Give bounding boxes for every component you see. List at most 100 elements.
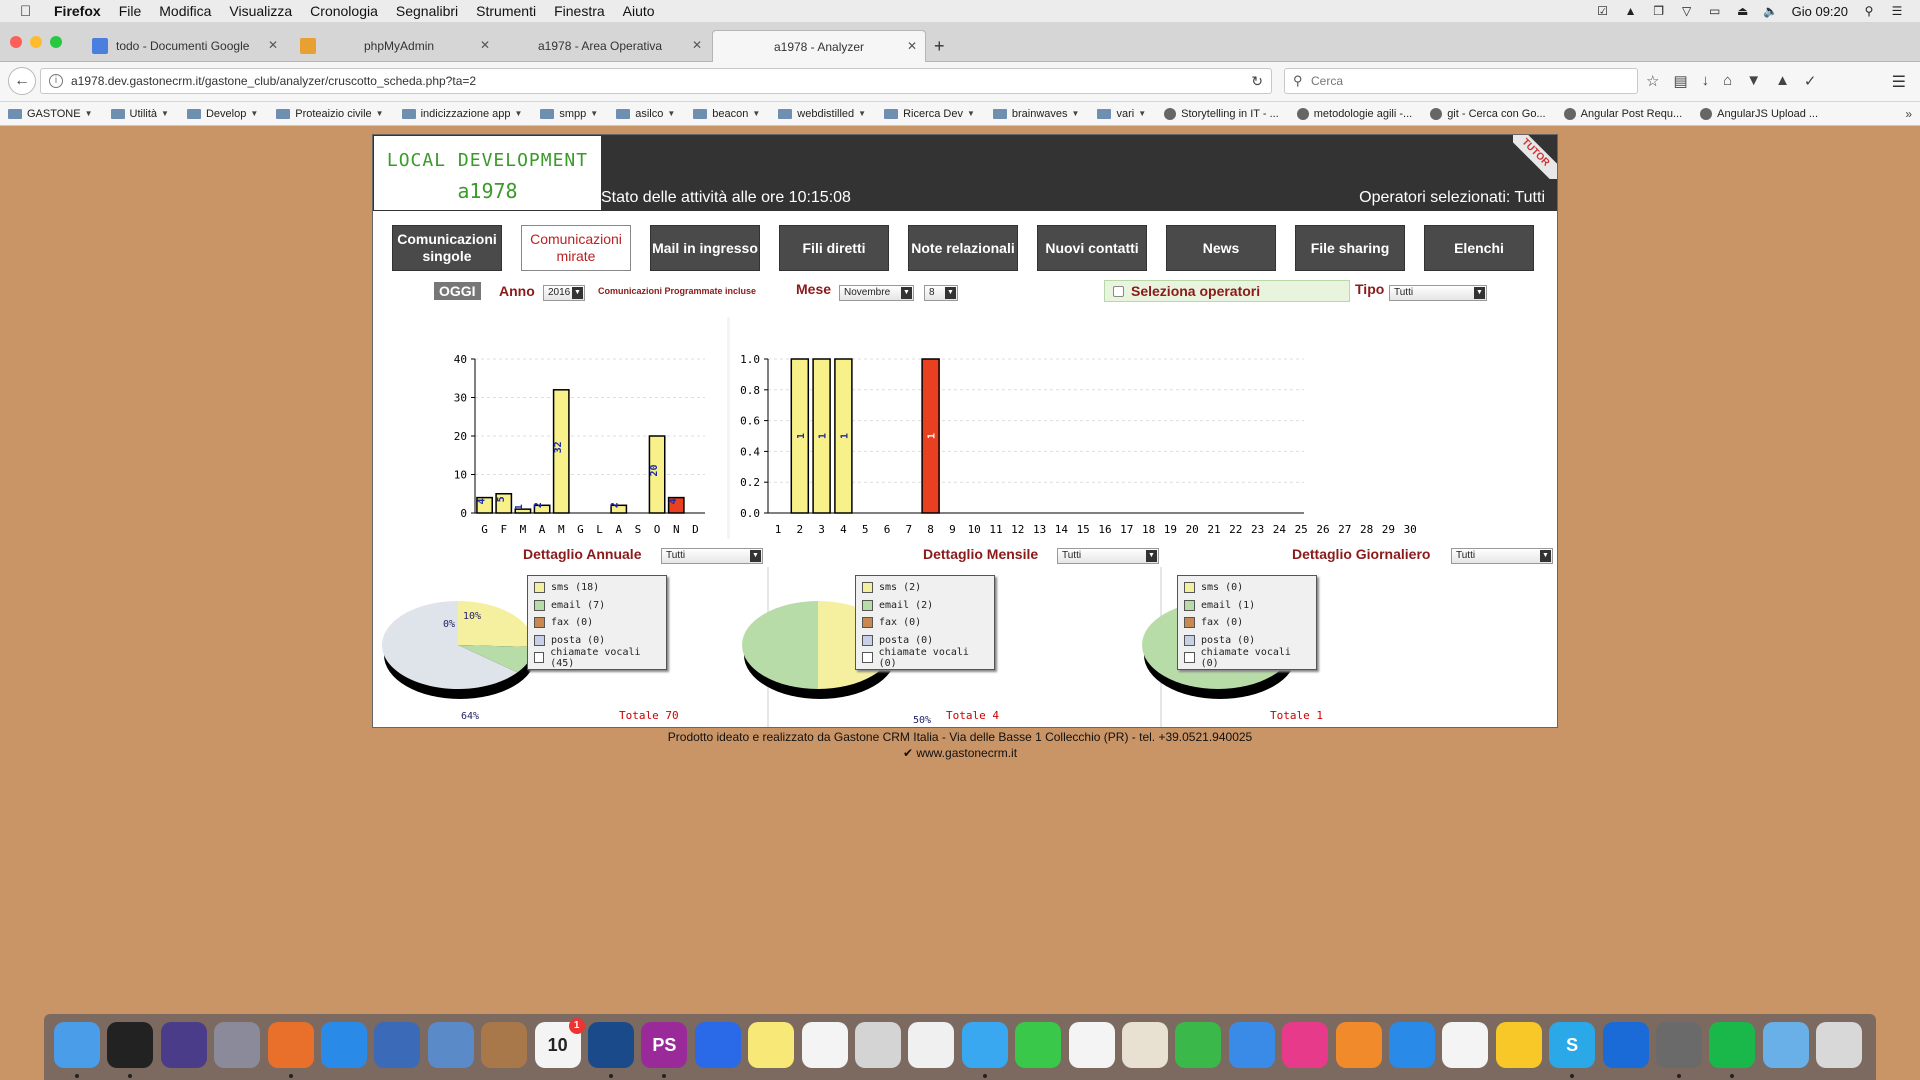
cyberduck-icon[interactable] [1495, 1022, 1542, 1068]
bookmark-folder[interactable]: Proteaizio civile ▼ [276, 108, 384, 120]
notification-center-icon[interactable]: ☰ [1891, 4, 1903, 18]
menu-strumenti[interactable]: Strumenti [476, 3, 537, 19]
bookmark-folder[interactable]: Utilità ▼ [110, 108, 169, 120]
textedit-icon[interactable] [1068, 1022, 1115, 1068]
trash-icon[interactable] [1816, 1022, 1863, 1068]
tab-area-operativa[interactable]: a1978 - Area Operativa ✕ [502, 30, 710, 62]
phpstorm-icon[interactable]: PS [641, 1022, 688, 1068]
menu-file[interactable]: File [118, 3, 142, 19]
new-tab-button[interactable]: + [934, 36, 945, 56]
bookmark-link[interactable]: git - Cerca con Go... [1430, 107, 1546, 120]
app-store-icon[interactable] [1389, 1022, 1435, 1068]
section-button[interactable]: Fili diretti [779, 225, 889, 271]
bookmarks-overflow-icon[interactable]: » [1905, 107, 1912, 121]
sourcetree-icon[interactable] [588, 1022, 634, 1068]
zoom-window-button[interactable] [50, 36, 62, 48]
bookmark-folder[interactable]: indicizzazione app ▼ [401, 108, 522, 120]
downloads-icon[interactable]: ↓ [1701, 72, 1710, 89]
copy-status-icon[interactable]: ❐ [1653, 4, 1664, 18]
finder-icon[interactable] [54, 1022, 100, 1068]
reload-icon[interactable]: ↻ [1251, 73, 1263, 89]
bookmark-link[interactable]: AngularJS Upload ... [1700, 107, 1818, 120]
tools-icon[interactable]: ✓ [1803, 73, 1817, 90]
bookmark-folder[interactable]: GASTONE ▼ [8, 108, 93, 120]
contacts-icon[interactable] [481, 1022, 528, 1068]
numbers-icon[interactable] [1175, 1022, 1222, 1068]
section-button[interactable]: Elenchi [1424, 225, 1534, 271]
terminal-icon[interactable] [107, 1022, 154, 1068]
menu-modifica[interactable]: Modifica [159, 3, 212, 19]
back-button[interactable]: ← [8, 67, 36, 95]
tab-todo-documenti[interactable]: todo - Documenti Google ✕ [82, 30, 286, 62]
menu-visualizza[interactable]: Visualizza [229, 3, 293, 19]
bookmark-folder[interactable]: brainwaves ▼ [992, 108, 1079, 120]
safari-icon[interactable] [321, 1022, 367, 1068]
bookmark-link[interactable]: Storytelling in IT - ... [1164, 107, 1279, 120]
tab-phpmyadmin[interactable]: phpMyAdmin ✕ [290, 30, 498, 62]
tipo-select[interactable]: Tutti ▼ [1389, 285, 1487, 301]
section-button[interactable]: Comunicazioni mirate [521, 225, 631, 271]
menu-aiuto[interactable]: Aiuto [622, 3, 655, 19]
bookmark-folder[interactable]: Develop ▼ [186, 108, 258, 120]
pocket-icon[interactable]: ▼ [1746, 72, 1762, 89]
extension-icon[interactable]: ▲ [1775, 72, 1790, 89]
url-bar[interactable]: i a1978.dev.gastonecrm.it/gastone_club/a… [40, 68, 1272, 94]
footer-website-link[interactable]: www.gastonecrm.it [916, 746, 1018, 760]
apple-menu-icon[interactable]:  [20, 3, 40, 20]
menu-finestra[interactable]: Finestra [554, 3, 605, 19]
ibooks-icon[interactable] [1335, 1022, 1382, 1068]
minimize-window-button[interactable] [30, 36, 42, 48]
close-window-button[interactable] [10, 36, 22, 48]
keynote-icon[interactable] [1228, 1022, 1275, 1068]
oggi-button[interactable]: OGGI [434, 282, 481, 300]
reading-list-icon[interactable]: ▤ [1673, 73, 1688, 90]
teamviewer-icon[interactable] [1602, 1022, 1649, 1068]
firefox-icon[interactable] [267, 1022, 314, 1068]
section-button[interactable]: Nuovi contatti [1037, 225, 1147, 271]
document-icon[interactable] [1442, 1022, 1489, 1068]
bookmark-folder[interactable]: webdistilled ▼ [778, 108, 866, 120]
script-editor-icon[interactable] [1122, 1022, 1168, 1068]
close-tab-icon[interactable]: ✕ [691, 38, 702, 52]
section-button[interactable]: Comunicazioni singole [392, 225, 502, 271]
reminders-icon[interactable] [801, 1022, 848, 1068]
menu-segnalibri[interactable]: Segnalibri [395, 3, 459, 19]
siri-icon[interactable] [160, 1022, 207, 1068]
calendar-icon[interactable]: 10 1 [534, 1018, 585, 1068]
site-info-icon[interactable]: i [49, 74, 63, 88]
menubar-clock[interactable]: Gio 09:20 [1791, 3, 1848, 19]
downloads-folder-icon[interactable] [1762, 1022, 1809, 1068]
screen-sharing-icon[interactable] [694, 1022, 741, 1068]
bookmark-link[interactable]: Angular Post Requ... [1563, 107, 1682, 120]
volume-icon[interactable]: 🔈 [1763, 4, 1779, 18]
section-button[interactable]: Note relazionali [908, 225, 1018, 271]
bookmark-star-icon[interactable]: ☆ [1646, 73, 1660, 90]
eject-icon[interactable]: ⏏ [1736, 4, 1749, 18]
itunes-icon[interactable] [1282, 1022, 1329, 1068]
bookmark-folder[interactable]: vari ▼ [1097, 108, 1146, 120]
spotlight-search-icon[interactable]: ⚲ [1864, 4, 1874, 18]
dettaglio-giornaliero-select[interactable]: Tutti ▼ [1451, 548, 1553, 564]
photos-icon[interactable] [908, 1022, 955, 1068]
mese-select[interactable]: Novembre ▼ [839, 285, 914, 301]
dettaglio-annuale-select[interactable]: Tutti ▼ [661, 548, 763, 564]
facetime-icon[interactable] [1015, 1022, 1062, 1068]
section-button[interactable]: Mail in ingresso [650, 225, 760, 271]
close-tab-icon[interactable]: ✕ [267, 38, 278, 52]
preview-icon[interactable] [427, 1022, 474, 1068]
tab-analyzer[interactable]: a1978 - Analyzer ✕ [712, 30, 926, 62]
bookmark-folder[interactable]: smpp ▼ [540, 108, 598, 120]
system-preferences-icon[interactable] [1656, 1022, 1702, 1068]
dettaglio-mensile-select[interactable]: Tutti ▼ [1057, 548, 1159, 564]
bookmark-folder[interactable]: beacon ▼ [693, 108, 760, 120]
giorno-select[interactable]: 8 ▼ [924, 285, 958, 301]
bookmark-link[interactable]: metodologie agili -... [1296, 107, 1412, 120]
menu-firefox[interactable]: Firefox [54, 3, 101, 19]
close-tab-icon[interactable]: ✕ [479, 38, 490, 52]
close-tab-icon[interactable]: ✕ [906, 39, 917, 53]
wifi-icon[interactable]: ▽ [1682, 4, 1692, 18]
tutor-ribbon[interactable]: TUTOR [1513, 135, 1557, 179]
seleziona-operatori-checkbox[interactable] [1113, 286, 1124, 297]
section-button[interactable]: News [1166, 225, 1276, 271]
hamburger-menu-icon[interactable]: ☰ [1891, 74, 1906, 91]
